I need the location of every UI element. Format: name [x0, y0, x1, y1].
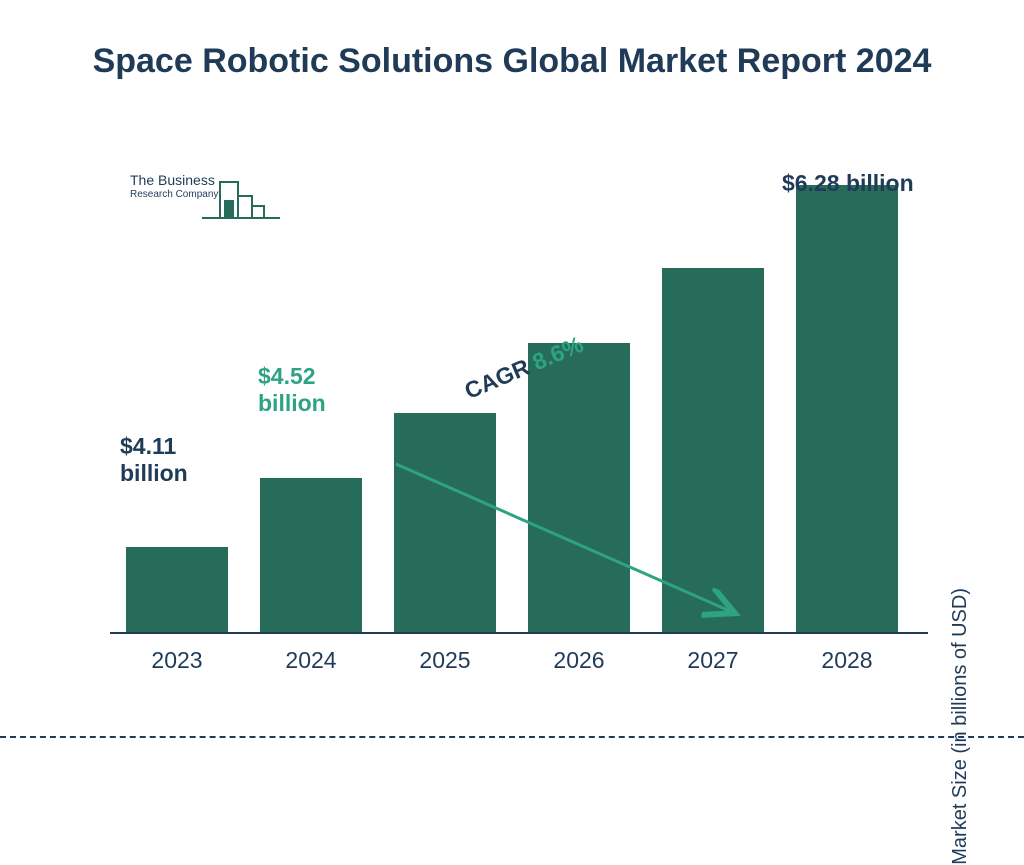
x-tick-label: 2025	[394, 647, 496, 674]
chart-title: Space Robotic Solutions Global Market Re…	[0, 40, 1024, 83]
x-tick-label: 2027	[662, 647, 764, 674]
y-axis-label: Market Size (in billions of USD)	[949, 588, 972, 865]
x-axis-line	[110, 632, 928, 634]
bottom-dashed-line	[0, 736, 1024, 738]
x-tick-label: 2028	[796, 647, 898, 674]
bar-chart: 202320242025202620272028 $4.11billion$4.…	[110, 150, 928, 678]
trend-arrow	[110, 148, 928, 632]
x-tick-label: 2024	[260, 647, 362, 674]
chart-canvas: Space Robotic Solutions Global Market Re…	[0, 0, 1024, 768]
x-tick-label: 2023	[126, 647, 228, 674]
x-tick-label: 2026	[528, 647, 630, 674]
